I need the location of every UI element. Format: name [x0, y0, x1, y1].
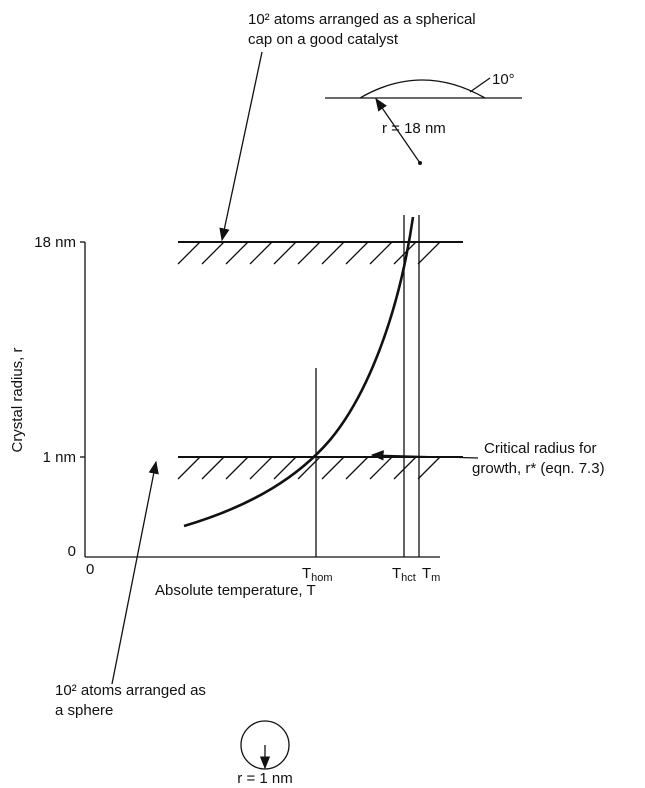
hatch-line — [225, 456, 249, 480]
y-tick-label: 0 — [68, 543, 76, 560]
hatch-line — [417, 241, 441, 265]
hatch-line — [417, 456, 441, 480]
hatch-line — [273, 241, 297, 265]
arrow — [219, 51, 263, 242]
radius-arrow — [375, 97, 421, 164]
t-sub: hct — [401, 572, 416, 584]
note-line: cap on a good catalyst — [248, 31, 399, 48]
hatch-line — [345, 241, 369, 265]
hatch-line — [393, 241, 417, 265]
hatch-line — [297, 241, 321, 265]
t-main: T — [392, 565, 401, 582]
hatch-line — [249, 456, 273, 480]
y-axis-label: Crystal radius, r — [9, 347, 26, 452]
y-tick-label: 1 nm — [43, 449, 76, 466]
cap — [359, 79, 486, 99]
t-label: Thom — [302, 565, 333, 584]
hatch-line — [369, 456, 393, 480]
hatch-line — [201, 241, 225, 265]
arrow — [370, 450, 479, 461]
hatch-line — [321, 241, 345, 265]
t-main: T — [422, 565, 431, 582]
hatch-line — [273, 456, 297, 480]
t-main: T — [302, 565, 311, 582]
hatch-line — [177, 456, 201, 480]
critical-radius-curve — [183, 216, 415, 528]
t-label: Thct — [392, 565, 416, 584]
hatch-line — [321, 456, 345, 480]
t-sub: hom — [311, 572, 332, 584]
hatch-line — [249, 241, 273, 265]
hatch-line — [201, 456, 225, 480]
note-line: growth, r* (eqn. 7.3) — [472, 460, 605, 477]
hatch-line — [369, 241, 393, 265]
center-dot — [418, 161, 422, 165]
note-line: 10² atoms arranged as — [55, 682, 206, 699]
note-line: Critical radius for — [484, 440, 597, 457]
t-label: Tm — [422, 565, 440, 584]
note-line: 10² atoms arranged as a spherical — [248, 11, 476, 28]
x-origin: 0 — [86, 561, 94, 578]
x-axis-label: Absolute temperature, T — [155, 582, 316, 599]
hatching — [177, 241, 441, 480]
leader — [469, 77, 491, 93]
y-tick-label: 18 nm — [34, 234, 76, 251]
hatch-line — [393, 456, 417, 480]
angle-label: 10° — [492, 71, 515, 88]
radius-label: r = 18 nm — [382, 120, 446, 137]
note-line: a sphere — [55, 702, 113, 719]
hatch-line — [225, 241, 249, 265]
t-sub: m — [431, 572, 440, 584]
hatch-line — [177, 241, 201, 265]
radius-label: r = 1 nm — [237, 770, 292, 787]
arrow — [111, 460, 159, 685]
hatch-line — [345, 456, 369, 480]
